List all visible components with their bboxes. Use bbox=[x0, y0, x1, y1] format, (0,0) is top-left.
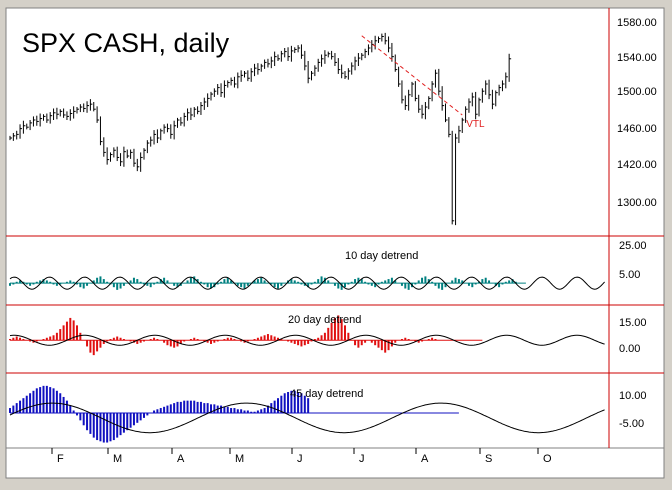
month-axis-background bbox=[5, 447, 665, 479]
price-axis-ticks: 1580.00 1540.00 1500.00 1460.00 1420.00 … bbox=[617, 17, 657, 209]
chart-title: SPX CASH, daily bbox=[22, 28, 230, 58]
cycle-curve bbox=[9, 276, 605, 290]
month-label: M bbox=[235, 453, 244, 465]
price-bars bbox=[9, 32, 512, 226]
trendline-label: VTL bbox=[466, 119, 485, 130]
panel-45-tick: -5.00 bbox=[619, 418, 644, 430]
panel-45-day bbox=[9, 385, 605, 443]
panel-10-title: 10 day detrend bbox=[345, 250, 418, 262]
month-label: A bbox=[177, 453, 185, 465]
price-tick-label: 1500.00 bbox=[617, 86, 657, 98]
month-label: S bbox=[485, 453, 492, 465]
month-label: M bbox=[113, 453, 122, 465]
cycle-curve bbox=[9, 334, 605, 346]
price-tick-label: 1300.00 bbox=[617, 197, 657, 209]
month-label: A bbox=[421, 453, 429, 465]
axis-background bbox=[608, 7, 665, 449]
cycle-curve bbox=[9, 402, 605, 434]
price-tick-label: 1420.00 bbox=[617, 159, 657, 171]
panel-10-tick: 25.00 bbox=[619, 240, 647, 252]
month-label: F bbox=[57, 453, 64, 465]
price-tick-label: 1460.00 bbox=[617, 123, 657, 135]
plot-background bbox=[5, 7, 610, 449]
month-label: O bbox=[543, 453, 552, 465]
panel-10-tick: 5.00 bbox=[619, 269, 640, 281]
panel-20-day bbox=[9, 315, 605, 356]
panel-20-title: 20 day detrend bbox=[288, 314, 361, 326]
trendline bbox=[361, 35, 463, 116]
panel-10-day bbox=[9, 276, 605, 290]
month-label: J bbox=[359, 453, 365, 465]
month-label: J bbox=[297, 453, 303, 465]
price-tick-label: 1540.00 bbox=[617, 52, 657, 64]
panel-45-tick: 10.00 bbox=[619, 390, 647, 402]
panel-20-tick: 0.00 bbox=[619, 343, 640, 355]
price-tick-label: 1580.00 bbox=[617, 17, 657, 29]
panel-45-title: 45 day detrend bbox=[290, 388, 363, 400]
panel-20-tick: 15.00 bbox=[619, 317, 647, 329]
trendline-layer: VTL bbox=[361, 35, 485, 130]
